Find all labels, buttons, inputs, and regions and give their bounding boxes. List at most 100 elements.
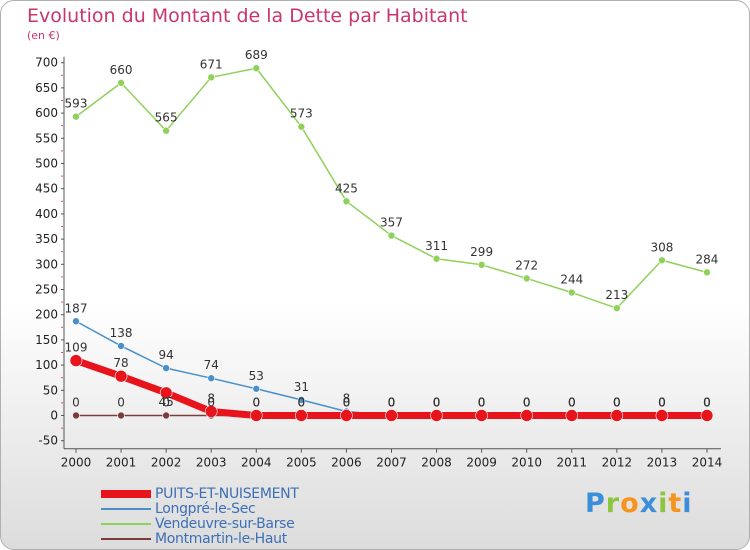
- logo-letter: i: [682, 488, 693, 519]
- x-tick-label: 2005: [286, 456, 317, 470]
- data-point: [72, 112, 80, 121]
- x-tick-label: 2009: [466, 456, 497, 470]
- data-label: 0: [433, 396, 441, 410]
- data-label: 0: [703, 396, 711, 410]
- data-point: [387, 231, 396, 240]
- data-point: [658, 256, 666, 265]
- legend-swatch-montmartin: [101, 538, 151, 540]
- data-label: 671: [200, 57, 223, 71]
- data-point: [162, 364, 170, 372]
- data-label: 311: [425, 239, 448, 253]
- data-label: 0: [613, 396, 621, 410]
- data-label: 565: [155, 111, 178, 125]
- data-label: 0: [478, 396, 486, 410]
- data-label: 74: [204, 358, 219, 372]
- data-point: [72, 411, 80, 420]
- x-tick-label: 2013: [647, 456, 678, 470]
- data-point: [703, 268, 711, 277]
- data-label: 425: [335, 181, 358, 195]
- data-label: 0: [703, 396, 711, 410]
- data-point: [162, 126, 170, 135]
- data-point: [114, 369, 128, 383]
- data-label: 0: [613, 396, 621, 410]
- x-tick-label: 2008: [421, 456, 452, 470]
- legend-item-montmartin: Montmartin-le-Haut: [101, 530, 287, 548]
- data-point: [565, 409, 579, 422]
- data-label: 94: [158, 348, 173, 362]
- logo-letter: P: [585, 488, 606, 519]
- data-point: [475, 409, 488, 422]
- data-point: [520, 409, 534, 422]
- legend-label-montmartin: Montmartin-le-Haut: [155, 531, 287, 547]
- legend-item-puits: PUITS-ET-NUISEMENT: [101, 485, 299, 503]
- x-tick-label: 2014: [692, 456, 723, 470]
- data-point: [249, 409, 263, 422]
- x-tick-label: 2006: [331, 456, 362, 470]
- data-label: 299: [470, 245, 493, 259]
- data-label: 8: [207, 391, 215, 405]
- data-label: 45: [158, 395, 173, 409]
- data-label: 0: [478, 396, 486, 410]
- logo-letter: t: [668, 488, 683, 519]
- data-label: 213: [605, 288, 628, 302]
- data-label: 660: [110, 63, 133, 77]
- data-point: [72, 317, 80, 326]
- data-point: [567, 288, 576, 297]
- data-label: 308: [650, 240, 673, 254]
- data-label: 78: [113, 356, 128, 370]
- data-label: 187: [65, 301, 88, 315]
- y-tick-label: 500: [35, 157, 58, 171]
- data-label: 0: [162, 396, 170, 410]
- x-tick-label: 2011: [556, 456, 587, 470]
- x-tick-label: 2003: [196, 456, 227, 470]
- data-point: [117, 342, 125, 350]
- data-point: [297, 122, 306, 131]
- data-label: 0: [613, 396, 621, 410]
- data-point: [700, 409, 714, 422]
- data-point: [69, 354, 83, 367]
- legend-swatch-longpre: [101, 508, 151, 510]
- data-label: 0: [523, 396, 531, 410]
- data-point: [159, 386, 173, 400]
- data-label: 8: [343, 391, 351, 405]
- data-label: 0: [568, 396, 576, 410]
- data-label: 0: [568, 396, 576, 410]
- data-label: 0: [523, 396, 531, 410]
- data-point: [477, 261, 486, 269]
- legend-item-longpre: Longpré-le-Sec: [101, 500, 256, 518]
- data-label: 0: [298, 396, 306, 410]
- logo-letter: i: [658, 488, 669, 519]
- chart-title: Evolution du Montant de la Dette par Hab…: [27, 5, 468, 27]
- data-label: 0: [252, 396, 260, 410]
- data-point: [655, 409, 669, 422]
- x-tick-label: 2007: [376, 456, 407, 470]
- data-point: [610, 409, 624, 422]
- data-label: 0: [343, 396, 351, 410]
- data-point: [430, 409, 443, 422]
- data-label: 109: [65, 341, 88, 355]
- legend-label-puits: PUITS-ET-NUISEMENT: [155, 486, 299, 502]
- data-label: 573: [290, 107, 313, 121]
- data-point: [297, 396, 306, 404]
- chart-unit-label: (en €): [27, 29, 60, 42]
- data-label: 689: [245, 48, 268, 62]
- data-label: 0: [523, 396, 531, 410]
- data-label: 0: [117, 396, 125, 410]
- data-point: [522, 274, 531, 283]
- data-label: 0: [298, 396, 306, 410]
- y-tick-label: 200: [35, 308, 58, 322]
- y-tick-label: 100: [35, 358, 58, 372]
- legend-swatch-puits: [101, 490, 151, 498]
- data-point: [117, 411, 125, 420]
- data-label: 0: [433, 396, 441, 410]
- data-label: 0: [388, 396, 396, 410]
- data-point: [385, 409, 398, 422]
- data-label: 0: [343, 396, 351, 410]
- x-tick-label: 2010: [511, 456, 542, 470]
- x-tick-label: 2001: [106, 456, 137, 470]
- data-point: [432, 254, 441, 263]
- data-label: 593: [65, 97, 88, 111]
- logo-letter: o: [620, 488, 640, 519]
- data-point: [252, 384, 261, 393]
